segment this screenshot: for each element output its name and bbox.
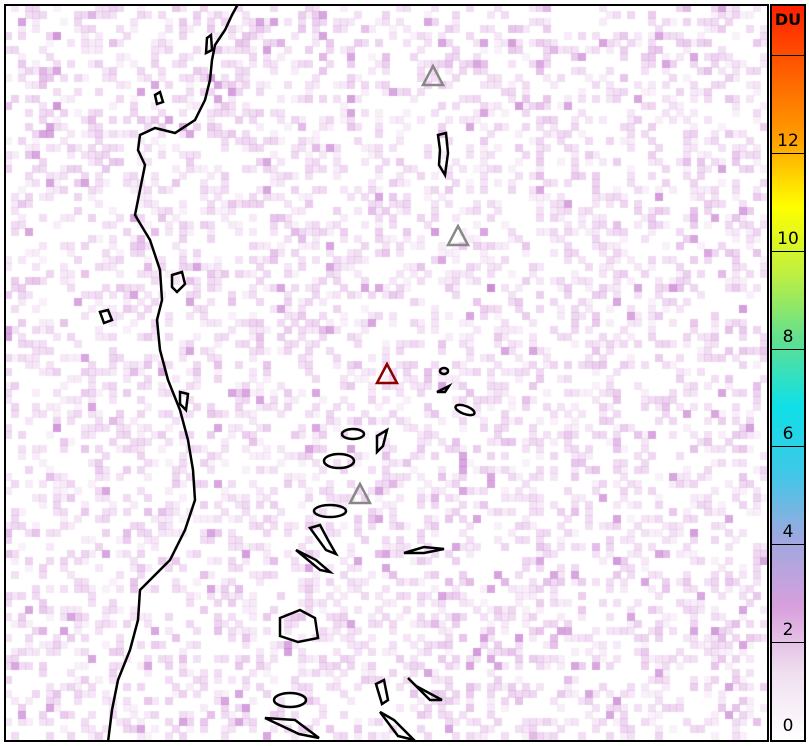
colorbar-tick-label: 4: [782, 522, 794, 543]
colorbar-tick-label: 10: [777, 228, 799, 249]
colorbar-tick-line: [772, 544, 804, 546]
colorbar-tick-label: 6: [782, 424, 794, 445]
colorbar-tick-line: [772, 152, 804, 154]
colorbar-tick-label: 2: [782, 620, 794, 641]
map-panel: [4, 4, 769, 742]
active-volcano-icon: [374, 361, 400, 385]
colorbar-tick-line: [772, 348, 804, 350]
colorbar-gradient: [772, 6, 804, 740]
volcano-icon: [347, 481, 373, 505]
colorbar-tick-line: [772, 250, 804, 252]
colorbar-tick-line: [772, 54, 804, 56]
colorbar-tick-line: [772, 446, 804, 448]
colorbar-tick-line: [772, 642, 804, 644]
colorbar: DU 0 2 4 6 8 10 12: [770, 4, 806, 742]
islands: [98, 32, 476, 740]
colorbar-tick-label: 0: [782, 716, 794, 736]
colorbar-tick-label: 12: [777, 130, 799, 151]
so2-pixel-layer: [6, 6, 767, 740]
colorbar-unit: DU: [774, 10, 802, 29]
volcano-icon: [420, 63, 446, 87]
volcano-icon: [445, 223, 471, 247]
coastline: [106, 6, 239, 740]
colorbar-tick-label: 8: [782, 326, 794, 347]
